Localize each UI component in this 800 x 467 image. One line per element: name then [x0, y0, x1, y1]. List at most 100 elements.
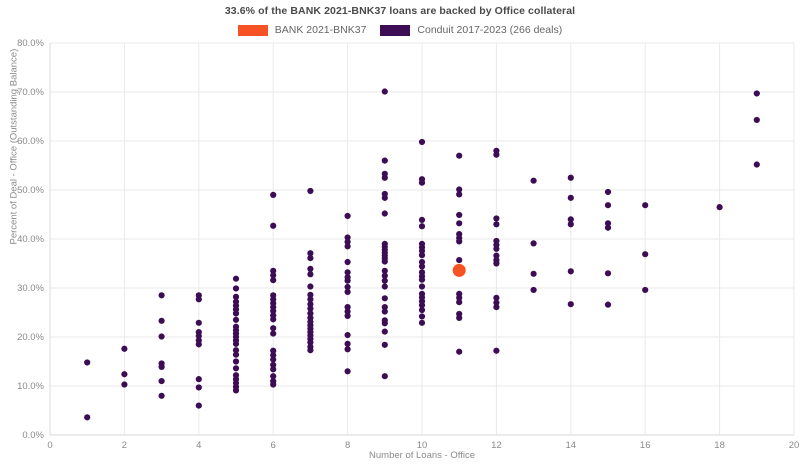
- conduit-data-point: [270, 316, 277, 323]
- conduit-data-point: [381, 267, 388, 274]
- conduit-data-point: [604, 301, 612, 308]
- conduit-data-point: [381, 258, 388, 265]
- conduit-data-point: [344, 243, 351, 250]
- conduit-data-point: [344, 304, 351, 311]
- conduit-data-point: [418, 216, 426, 223]
- conduit-data-point: [456, 348, 463, 355]
- conduit-data-point: [195, 319, 202, 326]
- conduit-data-point: [381, 210, 388, 217]
- conduit-data-point: [270, 191, 277, 198]
- conduit-data-point: [307, 291, 314, 298]
- conduit-data-point: [418, 306, 426, 314]
- conduit-data-point: [270, 325, 277, 332]
- conduit-data-point: [121, 345, 128, 352]
- x-tick-label: 16: [640, 440, 651, 451]
- conduit-data-point: [270, 277, 277, 284]
- conduit-data-point: [381, 277, 388, 284]
- conduit-data-point: [195, 296, 202, 303]
- conduit-data-point: [270, 361, 277, 369]
- conduit-data-point: [307, 283, 314, 290]
- conduit-data-point: [232, 310, 240, 317]
- conduit-data-point: [418, 313, 426, 320]
- conduit-data-point: [418, 263, 426, 270]
- legend-label-bank: BANK 2021-BNK37: [274, 24, 367, 36]
- y-axis-title: Percent of Deal - Office (Outstanding Ba…: [8, 48, 20, 245]
- conduit-data-point: [604, 270, 612, 277]
- conduit-data-point: [195, 402, 202, 409]
- conduit-data-point: [307, 250, 314, 257]
- x-tick-label: 10: [417, 440, 428, 451]
- conduit-data-point: [418, 138, 426, 146]
- conduit-data-point: [753, 161, 760, 168]
- x-tick-label: 2: [122, 440, 127, 451]
- conduit-data-point: [753, 90, 760, 97]
- conduit-data-point: [456, 256, 463, 264]
- conduit-data-point: [232, 365, 240, 372]
- conduit-data-point: [232, 275, 240, 282]
- conduit-data-point: [716, 204, 723, 211]
- conduit-data-point: [642, 202, 649, 209]
- chart-title: 33.6% of the BANK 2021-BNK37 loans are b…: [224, 5, 576, 17]
- conduit-data-point: [307, 347, 314, 354]
- conduit-data-point: [381, 157, 388, 164]
- conduit-data-point: [232, 340, 240, 347]
- conduit-data-point: [604, 224, 612, 231]
- conduit-data-point: [604, 188, 612, 196]
- x-axis-title: Number of Loans - Office: [369, 450, 475, 461]
- conduit-data-point: [381, 88, 388, 95]
- conduit-data-point: [418, 179, 426, 186]
- conduit-data-point: [381, 272, 388, 279]
- conduit-data-point: [381, 295, 388, 302]
- conduit-data-point: [232, 293, 240, 300]
- conduit-data-point: [418, 223, 426, 230]
- conduit-data-point: [344, 258, 351, 266]
- conduit-data-point: [493, 260, 500, 267]
- x-tick-label: 6: [271, 440, 276, 451]
- conduit-data-point: [195, 384, 202, 391]
- conduit-data-point: [307, 305, 314, 312]
- conduit-data-point: [158, 333, 165, 340]
- conduit-data-point: [418, 319, 426, 326]
- conduit-data-point: [530, 240, 537, 247]
- conduit-data-point: [344, 212, 351, 220]
- conduit-data-point: [753, 116, 760, 124]
- conduit-data-point: [270, 347, 277, 354]
- conduit-data-point: [418, 252, 426, 259]
- conduit-data-point: [344, 368, 351, 375]
- y-tick-label: 0.0%: [22, 430, 44, 441]
- legend-item-bank[interactable]: BANK 2021-BNK37: [237, 24, 367, 36]
- conduit-data-point: [456, 186, 463, 193]
- y-tick-label: 20.0%: [17, 332, 44, 343]
- conduit-data-point: [270, 222, 277, 229]
- legend-item-conduit[interactable]: Conduit 2017-2023 (266 deals): [380, 24, 562, 36]
- conduit-data-point: [232, 351, 240, 358]
- x-tick-label: 20: [789, 440, 800, 451]
- x-tick-label: 18: [714, 440, 725, 451]
- conduit-data-point: [121, 381, 128, 388]
- conduit-data-point: [456, 299, 463, 306]
- conduit-data-point: [567, 216, 574, 223]
- conduit-data-point: [567, 268, 574, 275]
- conduit-data-point: [567, 301, 574, 308]
- conduit-data-point: [344, 340, 351, 347]
- conduit-data-point: [381, 320, 388, 327]
- conduit-data-point: [418, 302, 426, 309]
- conduit-data-point: [456, 220, 463, 227]
- conduit-data-point: [232, 316, 240, 323]
- conduit-data-point: [232, 347, 240, 354]
- conduit-data-point: [344, 238, 351, 246]
- legend-label-conduit: Conduit 2017-2023 (266 deals): [417, 24, 563, 36]
- y-tick-label: 10.0%: [17, 381, 44, 392]
- conduit-data-point: [270, 272, 277, 279]
- conduit-data-point: [84, 359, 91, 366]
- conduit-data-point: [232, 387, 240, 394]
- conduit-data-point: [381, 174, 388, 181]
- conduit-data-point: [381, 308, 388, 315]
- conduit-data-point: [493, 304, 500, 311]
- conduit-data-point: [158, 378, 165, 385]
- y-tick-label: 80.0%: [17, 38, 44, 49]
- x-tick-label: 12: [491, 440, 502, 451]
- conduit-data-point: [344, 346, 351, 353]
